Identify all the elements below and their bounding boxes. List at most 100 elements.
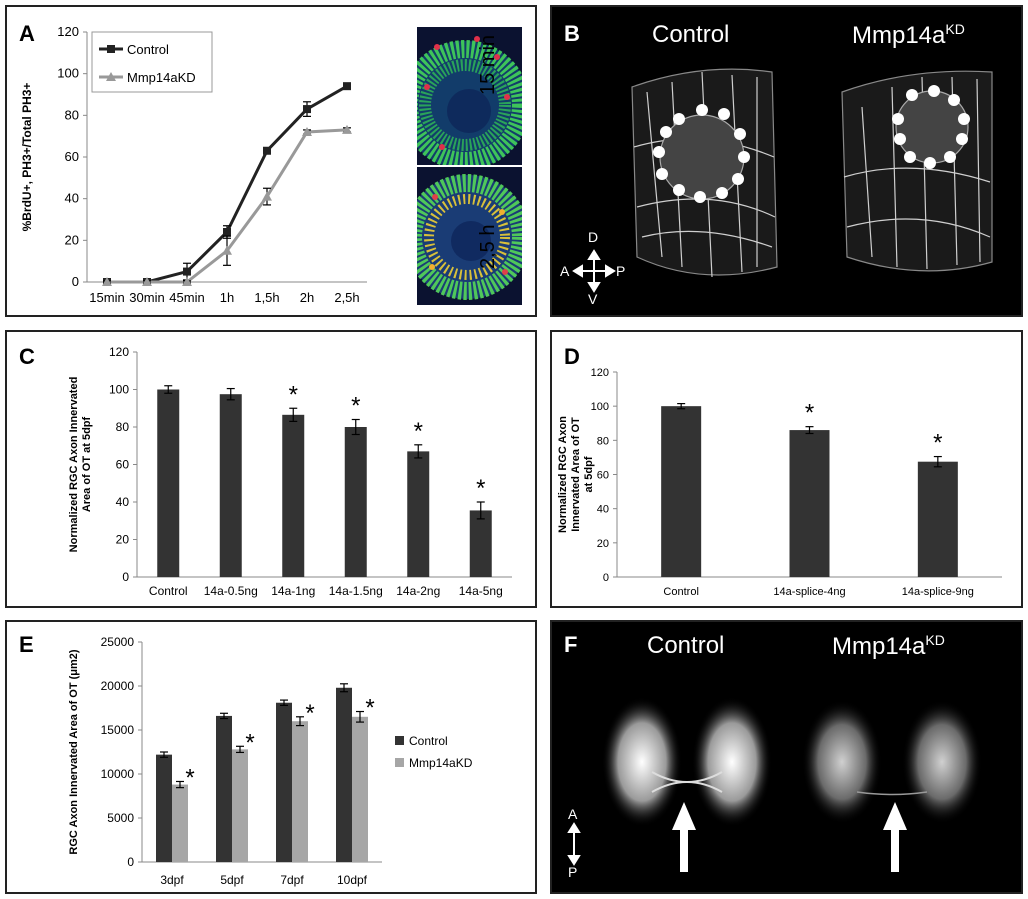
chart-a-point (223, 228, 231, 236)
chart-a-x-tick-label: 2h (300, 290, 314, 305)
micrograph-2-5h-image (417, 174, 522, 300)
chart-c-y-tick-label: 40 (116, 495, 130, 509)
chart-e-y-label: RGC Axon Innervated Area of OT (μm2) (68, 649, 80, 855)
mmp14a-tecta-image (802, 700, 982, 824)
chart-c-y-tick-label: 120 (109, 345, 129, 359)
mmp14a-markers (892, 85, 970, 169)
chart-c-y-tick-label: 20 (116, 533, 130, 547)
chart-d-bar (661, 406, 702, 577)
panel-b-title-control: Control (652, 21, 729, 49)
chart-d-y-label: Innervated Area of OT (570, 417, 582, 532)
micrograph-15min-image (417, 36, 522, 165)
chart-c-bar (469, 510, 492, 577)
chart-c-y-tick-label: 80 (116, 420, 130, 434)
chart-d-x-tick-label: 14a-splice-9ng (902, 586, 974, 598)
panel-f-title-mmp14a: Mmp14aKD (832, 632, 945, 661)
chart-d: 0 20 40 60 80 100 120 Normalized RGC Axon Innerv… (557, 367, 1002, 598)
chart-c-bar (407, 451, 430, 577)
chart-e: 0 5000 10000 15000 20000 25000 RGC Axon Innerv… (68, 635, 473, 887)
compass-b-bottom: V (588, 291, 598, 307)
chart-a-point (182, 277, 192, 286)
chart-a-point (142, 277, 152, 286)
panel-a: A 0 20 40 60 80 100 120 15min 30min 45min 1h 1,5h 2h… (5, 5, 537, 317)
chart-a-legend (91, 31, 213, 93)
chart-e-bar (232, 749, 248, 862)
panel-b-title-mmp14a: Mmp14aKD (852, 21, 965, 50)
chart-d-y-tick-label: 60 (597, 470, 609, 482)
panel-c-label: C (19, 344, 35, 369)
control-tecta-image (602, 697, 772, 827)
chart-a-point (303, 105, 311, 114)
chart-c-significance-star: * (414, 418, 423, 445)
chart-c-bar (219, 394, 242, 577)
panel-b: B Control Mmp14aKD (550, 5, 1023, 317)
panel-f-title-control: Control (647, 632, 724, 660)
chart-c-significance-star: * (351, 393, 360, 420)
chart-c-bar (282, 414, 305, 577)
chart-a-x-tick-label: 15min (89, 290, 124, 305)
chart-a-y-tick-label: 20 (65, 232, 79, 247)
panel-b-images (572, 68, 993, 293)
chart-a-y-tick-label: 60 (65, 149, 79, 164)
micrograph-15min (417, 27, 522, 165)
arrow-control (672, 802, 696, 872)
chart-e-y-tick-label: 20000 (101, 679, 135, 693)
chart-a-legend-label: Control (127, 42, 169, 57)
chart-c-x-tick-label: Control (149, 584, 188, 598)
chart-a-y-label: %BrdU+, PH3+/Total PH3+ (20, 83, 34, 232)
chart-e-bar (276, 702, 292, 862)
chart-c-y-label: Area of OT at 5dpf (81, 416, 93, 512)
panel-b-compass-arrows (572, 249, 616, 293)
mmp14a-tectum-image (841, 70, 993, 272)
compass-b-top: D (588, 229, 599, 245)
chart-d-y-label: at 5dpf (583, 456, 595, 492)
chart-c-x-tick-label: 14a-1ng (271, 584, 315, 598)
chart-c-significance-star: * (289, 381, 298, 408)
compass-b-right: P (616, 263, 626, 279)
chart-d-significance-star: * (805, 400, 814, 427)
chart-e-legend-swatch (395, 736, 404, 745)
chart-a-legend-label: Mmp14aKD (127, 70, 196, 85)
chart-a-y-tick-label: 80 (65, 107, 79, 122)
panel-f-title-mmp14a-text: Mmp14a (832, 633, 926, 660)
chart-a-y-tick-label: 120 (57, 24, 79, 39)
chart-a-point (183, 267, 191, 276)
chart-a-x-tick-label: 1h (220, 290, 234, 305)
chart-d-y-tick-label: 40 (597, 504, 609, 516)
chart-a-x-tick-label: 2,5h (334, 290, 359, 305)
chart-a-point (263, 146, 271, 155)
chart-e-legend-label: Control (409, 734, 448, 748)
chart-a-legend-marker (106, 72, 116, 81)
panel-e-label: E (19, 632, 34, 657)
chart-a-x-tick-label: 30min (129, 290, 164, 305)
chart-a-y-tick-label: 100 (57, 66, 79, 81)
chart-e-y-tick-label: 0 (127, 855, 134, 869)
chart-a-point (222, 245, 232, 255)
control-tectum-image (631, 68, 778, 278)
chart-a-x-tick-label: 1,5h (254, 290, 279, 305)
panel-b-label: B (564, 21, 580, 46)
panel-b-title-control-text: Control (652, 21, 730, 48)
panel-b-title-mmp14a-sup: KD (945, 21, 965, 37)
chart-c-significance-star: * (476, 475, 485, 502)
chart-a-y-tick-label: 40 (65, 191, 79, 206)
chart-d-bar (917, 461, 958, 577)
panel-a-label: A (19, 21, 35, 46)
chart-e-bar (172, 784, 188, 862)
chart-e-bar (156, 754, 172, 862)
chart-d-y-tick-label: 120 (591, 367, 609, 379)
chart-c: 0 20 40 60 80 100 120 Normalized RGC Axon Inner… (68, 345, 512, 598)
chart-e-bar (352, 716, 368, 862)
chart-e-bar (216, 715, 232, 862)
panel-d-label: D (564, 344, 580, 369)
arrow-mmp14a (883, 802, 907, 872)
chart-c-x-tick-label: 14a-0.5ng (204, 584, 258, 598)
compass-f-bottom: P (568, 864, 578, 880)
chart-c-x-tick-label: 14a-2ng (396, 584, 440, 598)
panel-f-compass-arrow (567, 822, 581, 866)
image-label-2-5h: 2,5 h (477, 224, 499, 269)
compass-f-top: A (568, 806, 578, 822)
chart-e-x-tick-label: 10dpf (337, 873, 368, 887)
panel-e: E 0 5000 10000 15000 20000 25000 RGC Axon Inne… (5, 620, 537, 894)
chart-d-y-tick-label: 20 (597, 538, 609, 550)
